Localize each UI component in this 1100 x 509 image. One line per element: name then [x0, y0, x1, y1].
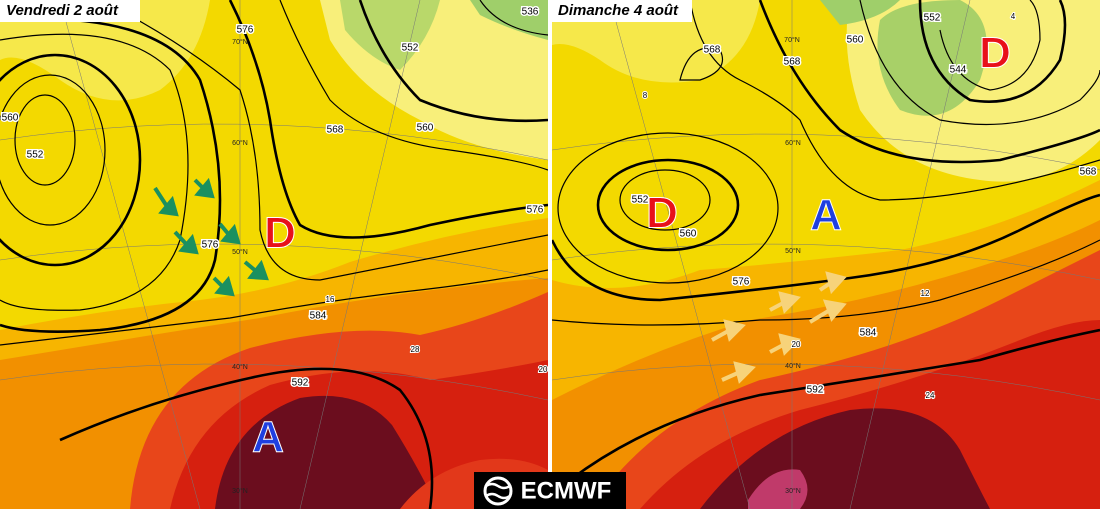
- contour-label: 552: [632, 195, 649, 206]
- graticule: [0, 0, 548, 509]
- high-pressure-label: A: [810, 191, 842, 240]
- temperature-label: 28: [411, 345, 420, 354]
- temperature-label: 20: [792, 340, 801, 349]
- latitude-label: 30°N: [232, 487, 248, 495]
- contour-label: 560: [847, 35, 864, 46]
- contour-label: 584: [860, 328, 877, 339]
- latitude-label: 70°N: [232, 38, 248, 46]
- contour-label: 584: [310, 311, 327, 322]
- contour-label: 552: [924, 13, 941, 24]
- low-pressure-label: D: [646, 189, 678, 238]
- latitude-label: 40°N: [785, 362, 801, 370]
- map-title: Dimanche 4 août: [558, 2, 679, 19]
- latitude-label: 40°N: [232, 363, 248, 371]
- low-pressure-label: D: [979, 29, 1011, 78]
- low-pressure-label: D: [264, 209, 296, 258]
- map-panel: [0, 0, 548, 509]
- contour-label: 576: [527, 205, 544, 216]
- flow-arrows: [711, 271, 847, 384]
- contour-label: 576: [237, 25, 254, 36]
- title-box: [552, 0, 692, 22]
- contour-label: 592: [292, 378, 309, 389]
- title-box: [0, 0, 140, 22]
- contour-label: 592: [807, 385, 824, 396]
- temperature-label: 16: [326, 295, 335, 304]
- contour-label: 560: [680, 229, 697, 240]
- temperature-label: 4: [1011, 12, 1016, 21]
- contour-label: 544: [950, 65, 967, 76]
- map-title: Vendredi 2 août: [6, 2, 119, 19]
- contour-label: 576: [202, 240, 219, 251]
- temperature-label: 12: [921, 289, 930, 298]
- latitude-label: 60°N: [232, 139, 248, 147]
- contour-label: 536: [522, 7, 539, 18]
- contour-label: 568: [1080, 167, 1097, 178]
- temperature-label: 24: [926, 391, 935, 400]
- temperature-label: 8: [643, 91, 648, 100]
- temperature-label: 20: [539, 365, 548, 374]
- contour-label: 552: [402, 43, 419, 54]
- contours: [0, 0, 548, 509]
- contour-label: 552: [27, 150, 44, 161]
- latitude-label: 50°N: [232, 248, 248, 256]
- flow-arrows: [153, 177, 269, 297]
- logo: ECMWF: [474, 472, 626, 509]
- contour-label: 568: [327, 125, 344, 136]
- latitude-label: 30°N: [785, 487, 801, 495]
- contour-label: 568: [704, 45, 721, 56]
- latitude-label: 70°N: [784, 36, 800, 44]
- logo-text: ECMWF: [521, 477, 612, 504]
- latitude-label: 60°N: [785, 139, 801, 147]
- contours: [552, 0, 1100, 482]
- high-pressure-label: A: [252, 413, 284, 462]
- contour-label: 576: [733, 277, 750, 288]
- map-panel: [552, 0, 1100, 509]
- latitude-label: 50°N: [785, 247, 801, 255]
- divider: [548, 0, 552, 509]
- contour-label: 560: [417, 123, 434, 134]
- contour-label: 568: [784, 57, 801, 68]
- contour-label: 560: [2, 113, 19, 124]
